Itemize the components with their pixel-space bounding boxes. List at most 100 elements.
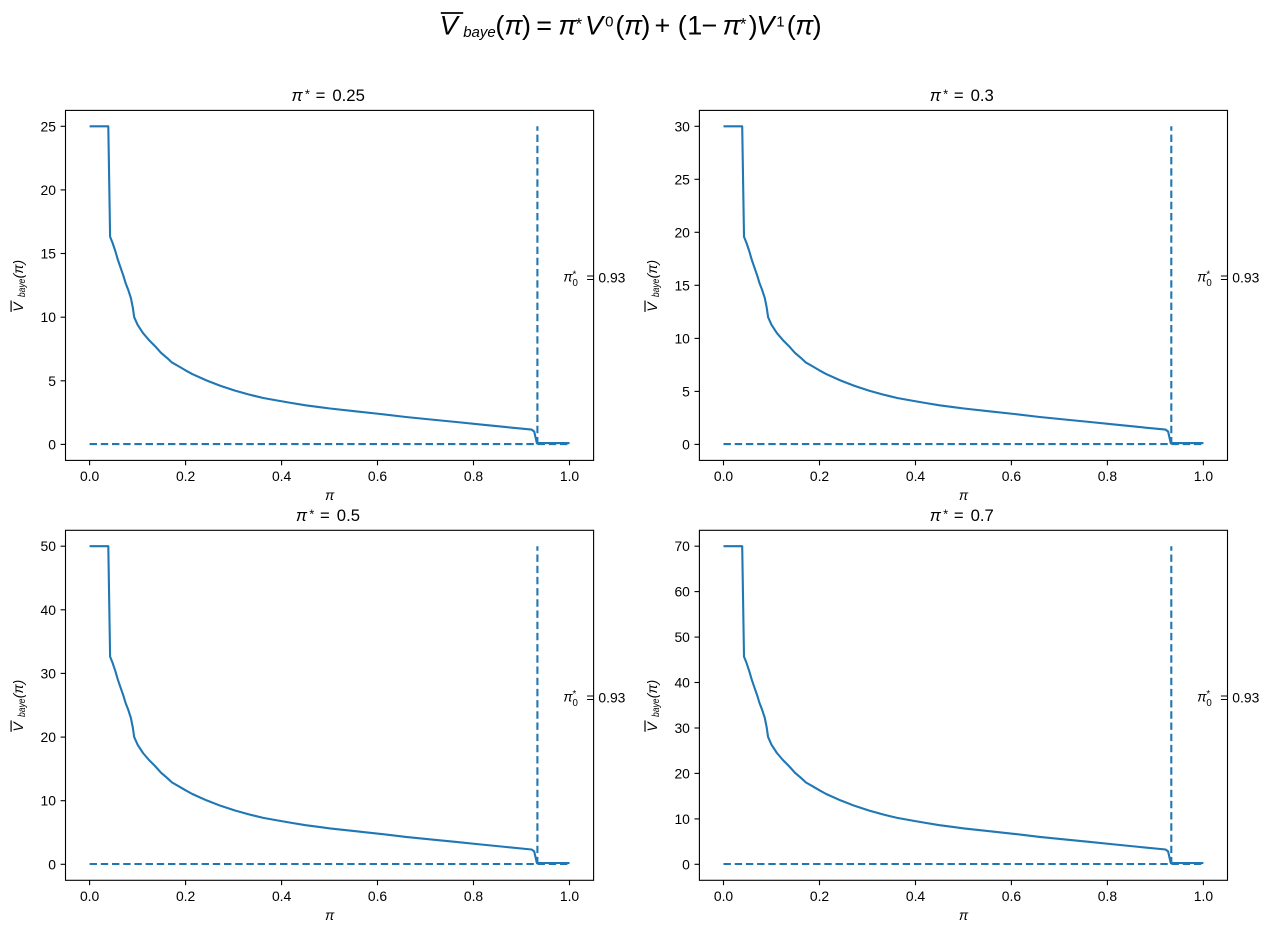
svg-text:5: 5: [682, 383, 690, 399]
svg-text:π: π: [959, 907, 969, 923]
svg-text:= 0.93: = 0.93: [586, 270, 625, 286]
svg-text:0.8: 0.8: [1098, 888, 1118, 904]
svg-text:π: π: [563, 269, 573, 285]
svg-text:0.8: 0.8: [464, 888, 484, 904]
svg-text:0.4: 0.4: [272, 468, 292, 484]
svg-text:0.4: 0.4: [272, 888, 292, 904]
svg-text:*: *: [943, 506, 948, 521]
svg-text:*: *: [740, 14, 747, 33]
svg-text:50: 50: [674, 629, 690, 645]
svg-text:1: 1: [687, 11, 702, 41]
svg-text:0.5: 0.5: [337, 506, 360, 525]
svg-text:0.4: 0.4: [906, 468, 926, 484]
svg-text:20: 20: [41, 182, 57, 198]
svg-text:0: 0: [48, 856, 56, 872]
svg-text:15: 15: [41, 246, 57, 262]
svg-text:0.2: 0.2: [176, 888, 196, 904]
svg-text:0.6: 0.6: [368, 468, 388, 484]
svg-text:(: (: [678, 11, 687, 41]
svg-text:20: 20: [674, 765, 690, 781]
svg-text:+: +: [655, 11, 671, 41]
svg-text:0.25: 0.25: [332, 86, 364, 105]
svg-text:(: (: [495, 11, 504, 41]
svg-text:V: V: [10, 721, 26, 732]
svg-text:(π): (π): [644, 680, 660, 699]
svg-text:π: π: [296, 506, 308, 525]
svg-text:(π): (π): [10, 680, 26, 699]
svg-text:*: *: [309, 506, 314, 521]
svg-text:0: 0: [682, 856, 690, 872]
svg-text:0.6: 0.6: [1002, 888, 1022, 904]
svg-text:baye: baye: [17, 698, 28, 717]
svg-text:baye: baye: [651, 278, 662, 297]
svg-text:0: 0: [682, 436, 690, 452]
svg-text:0.0: 0.0: [714, 468, 734, 484]
svg-text:π: π: [505, 11, 524, 41]
svg-text:= 0.93: = 0.93: [1220, 270, 1259, 286]
svg-text:π: π: [930, 86, 942, 105]
svg-text:V: V: [644, 721, 660, 732]
svg-text:1: 1: [776, 14, 784, 31]
svg-text:50: 50: [41, 538, 57, 554]
svg-text:30: 30: [674, 720, 690, 736]
svg-text:π: π: [563, 688, 573, 704]
svg-text:20: 20: [41, 729, 57, 745]
svg-text:= 0.93: = 0.93: [1220, 690, 1259, 706]
svg-text:10: 10: [41, 793, 57, 809]
svg-text:V: V: [10, 301, 26, 312]
svg-text:π: π: [1197, 269, 1207, 285]
svg-text:40: 40: [674, 675, 690, 691]
svg-text:baye: baye: [17, 278, 28, 297]
svg-text:π: π: [1197, 688, 1207, 704]
svg-text:*: *: [573, 689, 577, 700]
svg-text:1.0: 1.0: [1194, 468, 1214, 484]
svg-text:40: 40: [41, 602, 57, 618]
svg-text:V: V: [644, 301, 660, 312]
svg-text:π: π: [624, 11, 643, 41]
svg-text:0: 0: [573, 698, 579, 709]
svg-text:*: *: [573, 269, 577, 280]
svg-text:0.8: 0.8: [1098, 468, 1118, 484]
svg-text:π: π: [558, 11, 577, 41]
svg-text:*: *: [305, 86, 310, 101]
svg-text:60: 60: [674, 584, 690, 600]
svg-text:*: *: [1206, 689, 1210, 700]
svg-text:0: 0: [573, 278, 579, 289]
svg-text:10: 10: [674, 330, 690, 346]
svg-text:30: 30: [41, 665, 57, 681]
svg-text:10: 10: [674, 811, 690, 827]
svg-text:0.8: 0.8: [464, 468, 484, 484]
svg-text:0.0: 0.0: [714, 888, 734, 904]
svg-text:π: π: [959, 487, 969, 503]
svg-text:0.6: 0.6: [368, 888, 388, 904]
svg-text:70: 70: [674, 538, 690, 554]
svg-text:π: π: [795, 11, 814, 41]
svg-text:V: V: [585, 11, 606, 41]
svg-text:): ): [641, 11, 650, 41]
svg-text:): ): [749, 11, 758, 41]
svg-text:25: 25: [41, 118, 57, 134]
svg-text:= 0.93: = 0.93: [586, 690, 625, 706]
svg-text:1.0: 1.0: [560, 468, 580, 484]
svg-text:=: =: [954, 506, 964, 525]
svg-text:30: 30: [674, 118, 690, 134]
svg-text:*: *: [943, 86, 948, 101]
svg-text:0.2: 0.2: [810, 468, 830, 484]
svg-text:−: −: [702, 11, 718, 41]
svg-text:20: 20: [674, 224, 690, 240]
svg-text:π: π: [723, 11, 742, 41]
svg-text:(π): (π): [10, 260, 26, 279]
svg-text:): ): [522, 11, 531, 41]
svg-text:*: *: [1206, 269, 1210, 280]
svg-text:=: =: [954, 86, 964, 105]
svg-text:10: 10: [41, 309, 57, 325]
svg-text:=: =: [316, 86, 326, 105]
svg-text:π: π: [325, 907, 335, 923]
svg-text:baye: baye: [651, 698, 662, 717]
svg-text:0.2: 0.2: [176, 468, 196, 484]
svg-text:0.3: 0.3: [971, 86, 994, 105]
svg-text:=: =: [536, 11, 552, 41]
svg-text:(: (: [787, 11, 796, 41]
svg-text:V: V: [756, 11, 777, 41]
svg-text:0: 0: [1206, 698, 1212, 709]
